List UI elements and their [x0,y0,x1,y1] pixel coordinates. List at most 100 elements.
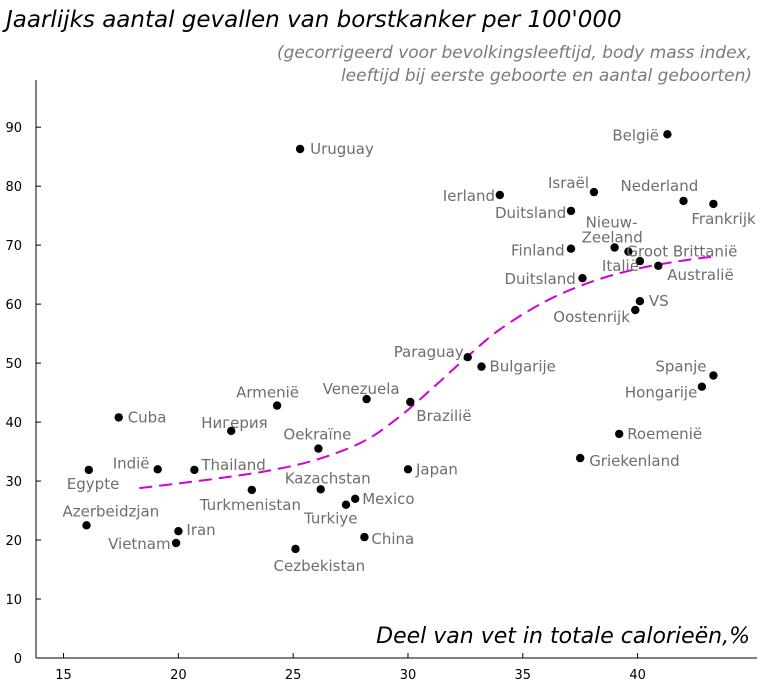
point-label: Roemenië [627,425,702,443]
point-label: Australië [667,266,733,284]
point-label: Uruguay [310,140,374,158]
data-point [403,465,413,474]
data-point [341,500,351,509]
data-point [291,544,300,554]
point-label: Oostenrijk [553,308,630,326]
data-point [610,243,619,252]
data-point [247,485,256,495]
data-point [190,465,199,475]
point-label: Nieuw-Zeeland [582,214,643,247]
point-label: Duitsland [495,204,566,222]
chart-title: Jaarlijks aantal gevallen van borstkanke… [2,7,622,33]
data-point [654,261,663,270]
data-point [463,353,472,362]
point-label: Venezuela [323,380,400,398]
x-tick-label: 40 [629,668,646,683]
point-label: Bulgarije [490,358,556,376]
point-label: Kazachstan [285,469,371,487]
data-point [566,206,576,216]
x-tick-label: 30 [400,668,417,683]
data-point [709,199,718,209]
point-label: Armenië [236,384,299,402]
data-point [631,305,640,315]
data-point [351,494,360,503]
data-point [362,394,371,404]
point-label: Frankrijk [691,210,756,228]
data-point [84,465,94,475]
axes [35,80,757,659]
y-tick-label: 60 [5,298,22,313]
chart-subtitle-line-2: leeftijd bij eerste geboorte en aantal g… [341,66,752,86]
y-axis-ticks: 0 10 20 30 40 50 60 70 80 90 [5,121,41,667]
point-label: Spanje [655,358,706,376]
point-label: Cezbekistan [274,557,366,575]
y-tick-label: 20 [5,534,22,549]
data-points [82,130,718,554]
point-label: Mexico [362,490,414,508]
point-label: Egypte [67,475,120,493]
point-label: Cuba [128,408,167,426]
point-label: Hongarije [625,384,697,402]
point-label: Paraguay [394,343,464,361]
data-point [153,465,162,474]
data-point [576,453,585,463]
data-point [295,144,305,154]
data-point [578,274,587,283]
x-tick-label: 15 [55,668,72,683]
point-label: Turkiye [303,510,358,528]
x-tick-label: 35 [515,668,532,683]
data-point [624,247,633,256]
point-label: Griekenland [589,452,679,470]
point-label: Vietnam [108,535,171,553]
point-label-line: Zeeland [582,229,643,247]
data-point [697,382,707,391]
data-point [566,244,576,253]
point-label: Ierland [443,187,495,205]
y-tick-label: 70 [5,239,22,254]
point-labels: België Uruguay Israël Ierland Nederland Frank… [63,126,756,575]
data-point [709,371,718,380]
point-label: Finland [511,242,565,260]
data-point [360,532,369,542]
point-label: Brazilië [416,407,471,425]
y-tick-label: 90 [5,121,22,136]
point-label: VS [649,292,669,310]
chart-subtitle-line-1: (gecorrigeerd voor bevolkingsleeftijd, b… [277,43,752,63]
data-point [314,444,323,453]
data-point [495,190,504,200]
point-label: Groot Brittanië [626,243,737,261]
point-label: Thailand [200,456,265,474]
data-point [227,426,236,436]
point-label: Duitsland [505,270,576,288]
y-tick-label: 10 [5,593,22,608]
data-point [82,521,91,530]
data-point [477,362,486,371]
point-label: Italië [602,257,639,275]
x-axis-label: Deel van vet in totale calorieën,% [376,624,750,649]
y-tick-label: 0 [14,652,22,667]
data-point [406,397,415,407]
point-label: China [371,530,414,548]
data-point [635,256,645,266]
x-tick-label: 20 [170,668,187,683]
point-label: Oekraïne [283,426,351,444]
y-tick-label: 40 [5,416,22,431]
data-point [663,130,672,139]
data-point [635,297,645,306]
data-point [589,187,599,197]
x-axis-ticks: 15 20 25 30 35 40 [55,653,646,683]
point-label: Japan [415,460,458,478]
data-point [171,538,181,548]
data-point [316,485,325,494]
point-label: Iran [186,521,215,539]
x-tick-label: 25 [285,668,302,683]
y-tick-label: 80 [5,180,22,195]
y-tick-label: 30 [5,475,22,490]
point-label: Indië [113,454,150,472]
point-label: Turkmenistan [199,496,301,514]
data-point [174,527,183,536]
point-label: Israël [548,174,589,192]
y-tick-label: 50 [5,357,22,372]
point-label-line: Nieuw- [586,214,638,232]
